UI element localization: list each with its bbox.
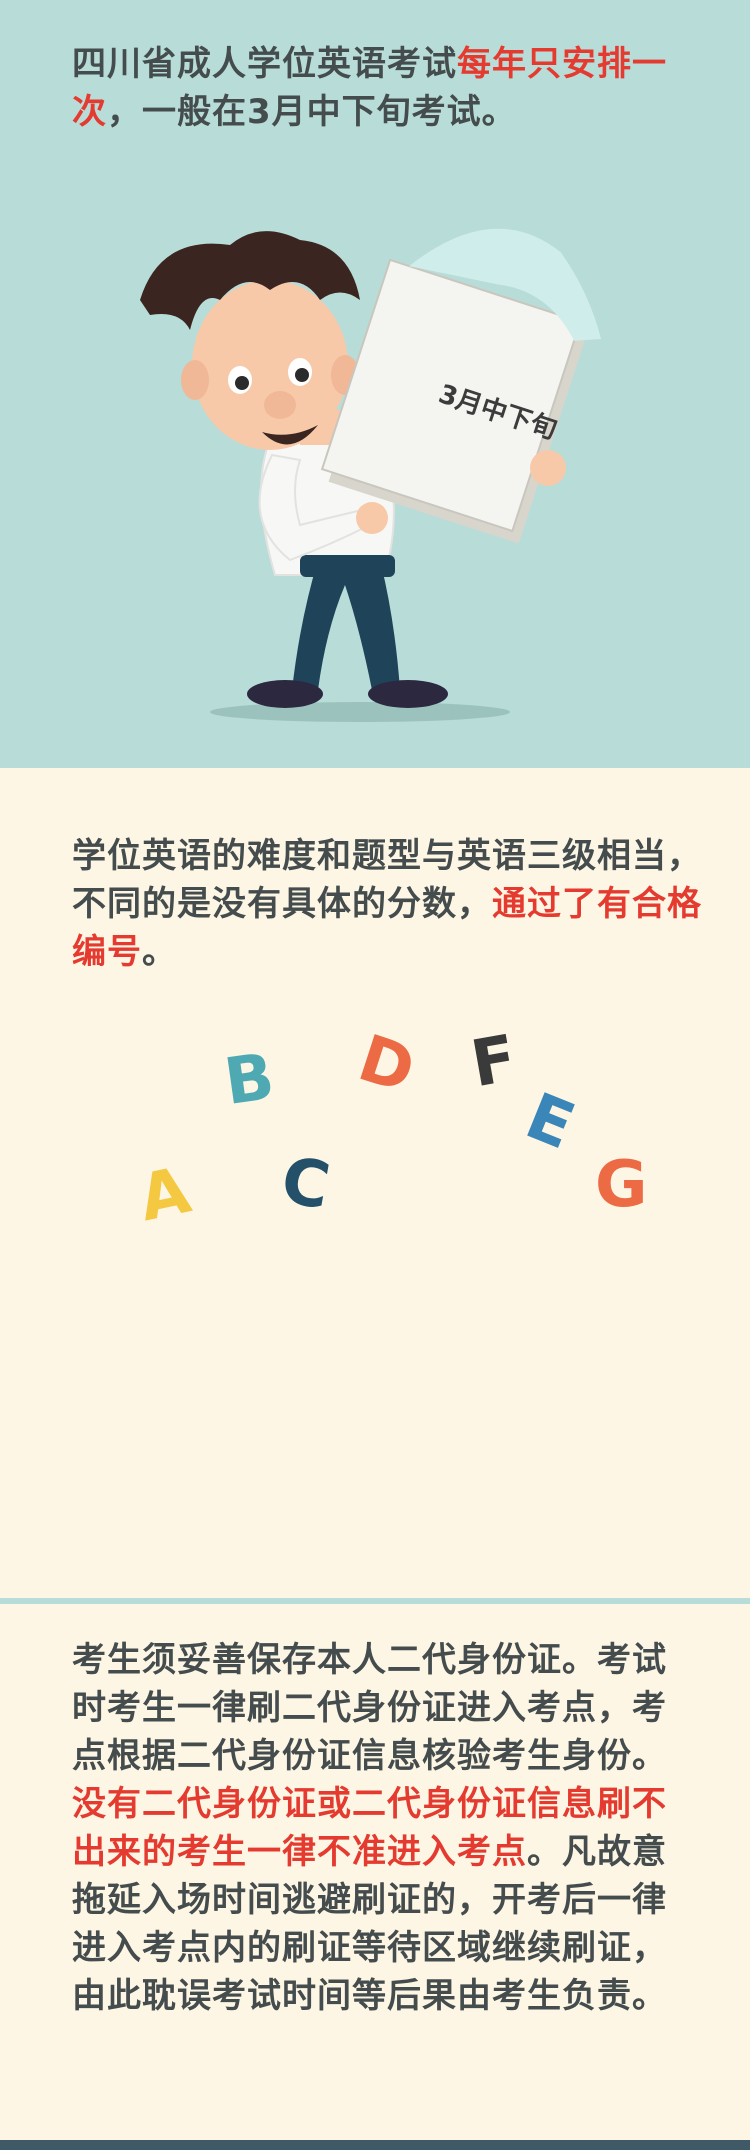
hair: [140, 231, 360, 330]
belt: [300, 555, 395, 577]
man-holding-calendar-illustration: 3月中下旬: [140, 228, 602, 722]
exam-difficulty-text: 学位英语的难度和题型与英语三级相当，不同的是没有具体的分数，通过了有合格编号。: [72, 832, 722, 976]
exam-difficulty-text-part3: 。: [142, 932, 177, 972]
ground-shadow: [210, 702, 510, 722]
book-flap: [409, 228, 602, 341]
exam-schedule-text-part1: 四川省成人学位英语考试: [72, 44, 457, 84]
section-exam-schedule: 四川省成人学位英语考试每年只安排一次，一般在3月中下旬考试。: [0, 0, 750, 768]
id-card-rules-text: 考生须妥善保存本人二代身份证。考试时考生一律刷二代身份证进入考点，考点根据二代身…: [72, 1636, 692, 2020]
exam-difficulty-text-part1: 学位英语的难度和题型与英语三级相当，不同的是没有具体的分数，: [72, 836, 702, 924]
exam-schedule-text-part3: ，一般在3月中下旬考试。: [107, 92, 517, 132]
letter-g: G: [595, 1148, 648, 1222]
section-exam-difficulty: 试 题 学位英语 学位英语的难度和题型与英语三级相当，不同的是没有具体的分数，通…: [0, 768, 750, 1598]
left-ear: [181, 360, 209, 400]
right-hand: [530, 450, 566, 486]
right-shoe: [368, 680, 448, 708]
left-hand: [356, 502, 388, 534]
letter-c: C: [275, 1143, 336, 1225]
section-id-card-rules: 考生须妥善保存本人二代身份证。考试时考生一律刷二代身份证进入考点，考点根据二代身…: [0, 1604, 750, 2140]
exam-difficulty-highlight: 通过了有合格编号: [72, 884, 702, 972]
exam-schedule-highlight: 每年只安排一次: [72, 44, 667, 132]
left-pupil: [235, 376, 249, 390]
left-shoe: [247, 680, 323, 708]
head: [192, 280, 348, 450]
man-with-exam-paper-illustration: 试 题 学位英语: [0, 1536, 750, 1598]
exam-schedule-text: 四川省成人学位英语考试每年只安排一次，一般在3月中下旬考试。: [72, 40, 692, 136]
section-divider: [0, 1598, 750, 1604]
book-page: [320, 258, 582, 533]
legs: [292, 560, 400, 690]
letter-f: F: [465, 1021, 522, 1103]
letter-d: D: [349, 1021, 424, 1109]
nose: [264, 391, 296, 419]
bottom-bar: [0, 2140, 750, 2150]
id-card-rules-highlight: 没有二代身份证或二代身份证信息刷不出来的考生一律不准进入考点: [72, 1784, 667, 1872]
id-card-rules-text-part1: 考生须妥善保存本人二代身份证。考试时考生一律刷二代身份证进入考点，考点根据二代身…: [72, 1640, 667, 1776]
letter-a: A: [132, 1153, 197, 1237]
right-pupil: [295, 368, 309, 382]
letter-b: B: [220, 1039, 279, 1121]
id-card-rules-text-part3: 。凡故意拖延入场时间逃避刷证的，开考后一律进入考点内的刷证等待区域继续刷证，由此…: [72, 1832, 667, 2016]
letter-e: E: [515, 1079, 584, 1165]
mouth: [262, 425, 318, 445]
